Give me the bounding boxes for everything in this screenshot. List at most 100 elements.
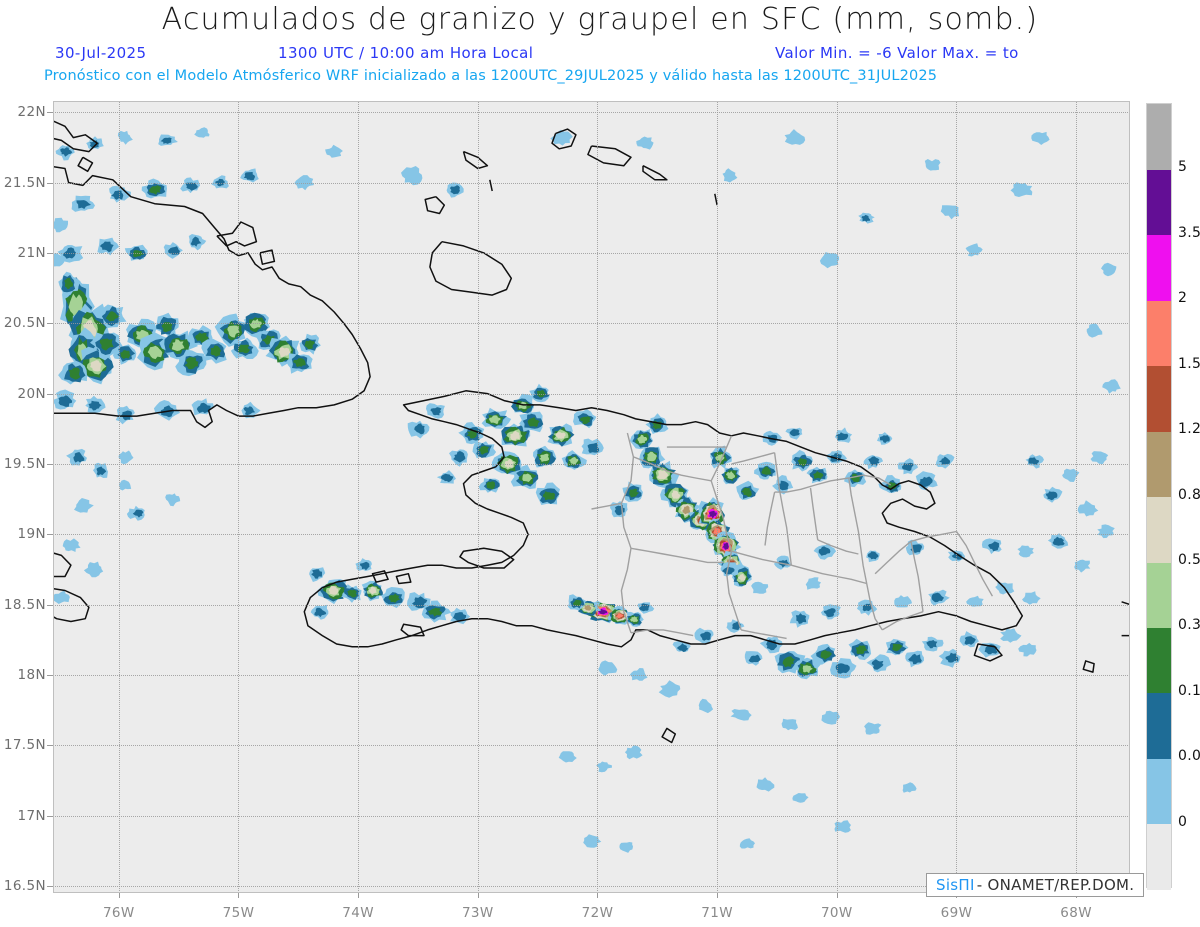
precip-contour-3 bbox=[293, 358, 306, 367]
precip-contour-2 bbox=[196, 402, 211, 414]
coastline-path bbox=[53, 120, 99, 153]
precip-contour-2 bbox=[414, 423, 425, 435]
coastline-path bbox=[1082, 660, 1095, 673]
precip-contour-5 bbox=[671, 490, 681, 499]
precip-contour-3 bbox=[855, 645, 868, 655]
chart-header: Acumulados de granizo y graupel en SFC (… bbox=[0, 0, 1200, 95]
precip-contour-2 bbox=[190, 236, 202, 247]
precip-contour-5 bbox=[555, 432, 566, 439]
precip-contour-4 bbox=[171, 339, 185, 351]
x-axis-label: 74W bbox=[342, 905, 374, 921]
border-path bbox=[874, 540, 912, 575]
precip-contour-1 bbox=[1101, 262, 1117, 277]
coastline-path bbox=[714, 193, 718, 206]
precip-contour-4 bbox=[637, 434, 648, 444]
precip-contour-1 bbox=[784, 129, 806, 145]
precip-contour-2 bbox=[748, 654, 761, 663]
coastline-path bbox=[400, 623, 425, 637]
colorbar-band bbox=[1147, 496, 1171, 563]
precip-contour-1 bbox=[596, 761, 612, 773]
precip-contour-5 bbox=[504, 458, 514, 469]
precip-contour-2 bbox=[132, 509, 144, 518]
precip-contour-2 bbox=[867, 551, 879, 560]
precip-contour-3 bbox=[99, 338, 114, 351]
y-axis-label: 18N bbox=[17, 666, 46, 683]
precip-contour-1 bbox=[924, 159, 941, 171]
colorbar-band bbox=[1147, 234, 1171, 301]
border-path bbox=[740, 629, 787, 640]
precip-contour-2 bbox=[430, 407, 442, 416]
precip-contour-2 bbox=[185, 182, 198, 191]
border-path bbox=[881, 611, 924, 631]
colorbar-tick-label: 1.2 bbox=[1178, 421, 1200, 438]
x-axis-label: 73W bbox=[461, 905, 494, 921]
border-path bbox=[764, 491, 776, 546]
precip-contour-2 bbox=[453, 451, 466, 463]
precip-contour-5 bbox=[510, 430, 520, 441]
gridline-vertical bbox=[597, 101, 599, 893]
precip-contour-1 bbox=[1010, 182, 1033, 197]
precip-contour-2 bbox=[880, 435, 890, 443]
colorbar-band bbox=[1147, 823, 1171, 890]
precip-contour-4 bbox=[489, 415, 501, 425]
precip-contour-3 bbox=[194, 332, 209, 343]
precip-contour-1 bbox=[821, 710, 840, 725]
colorbar-tick-label: 2 bbox=[1178, 290, 1188, 307]
precip-contour-1 bbox=[53, 253, 65, 267]
precip-contour-8 bbox=[616, 613, 624, 619]
credit-org: - ONAMET/REP.DOM. bbox=[976, 876, 1135, 894]
model-description: Pronóstico con el Modelo Atmósferico WRF… bbox=[44, 68, 938, 84]
colorbar-band bbox=[1147, 627, 1171, 694]
coastline-path bbox=[642, 165, 668, 181]
gridline-horizontal bbox=[53, 112, 1130, 114]
border-path bbox=[791, 564, 867, 585]
precip-contour-1 bbox=[1018, 642, 1037, 657]
border-path bbox=[731, 550, 792, 566]
precip-contour-1 bbox=[792, 793, 809, 803]
y-tick bbox=[47, 323, 53, 325]
y-tick bbox=[47, 534, 53, 536]
precip-contour-2 bbox=[926, 640, 938, 649]
y-tick bbox=[47, 463, 53, 465]
coastline-path bbox=[395, 572, 412, 585]
precip-contour-2 bbox=[1045, 491, 1058, 501]
gridline-vertical bbox=[956, 101, 958, 893]
x-tick bbox=[358, 893, 360, 898]
coastline-path bbox=[424, 195, 446, 215]
precip-contour-3 bbox=[782, 656, 795, 668]
x-axis-label: 72W bbox=[581, 905, 614, 921]
colorbar-band bbox=[1147, 561, 1171, 628]
precip-contour-1 bbox=[1062, 468, 1080, 482]
precip-contour-1 bbox=[74, 498, 94, 513]
gridline-vertical bbox=[118, 101, 120, 893]
gridline-horizontal bbox=[53, 815, 1130, 817]
x-axis-label: 75W bbox=[222, 905, 255, 921]
precip-contour-1 bbox=[598, 660, 618, 676]
precip-contour-1 bbox=[583, 834, 602, 848]
precip-contour-1 bbox=[658, 680, 681, 698]
precip-contour-1 bbox=[325, 144, 343, 158]
precip-contour-3 bbox=[812, 471, 824, 479]
y-axis-label: 17.5N bbox=[3, 737, 46, 754]
precip-contour-1 bbox=[558, 751, 577, 763]
precip-contour-2 bbox=[243, 172, 256, 181]
precip-contour-1 bbox=[965, 243, 983, 257]
coastline-path bbox=[462, 150, 489, 170]
precip-contour-1 bbox=[722, 168, 738, 183]
precip-contour-1 bbox=[624, 745, 643, 760]
precip-contour-2 bbox=[945, 652, 959, 663]
border-path bbox=[620, 432, 635, 634]
precip-contour-1 bbox=[805, 577, 821, 590]
y-axis-label: 20.5N bbox=[3, 315, 46, 332]
precip-contour-2 bbox=[1052, 536, 1065, 546]
y-axis-label: 17N bbox=[17, 807, 46, 824]
precip-contour-3 bbox=[820, 650, 832, 660]
precip-contour-5 bbox=[737, 573, 746, 581]
precip-contour-1 bbox=[636, 136, 654, 150]
gridline-horizontal bbox=[53, 252, 1130, 254]
border-path bbox=[630, 629, 694, 637]
precip-contour-3 bbox=[527, 417, 540, 427]
coastlines bbox=[53, 120, 1130, 744]
x-tick bbox=[597, 893, 599, 898]
forecast-time: 1300 UTC / 10:00 am Hora Local bbox=[278, 44, 534, 62]
